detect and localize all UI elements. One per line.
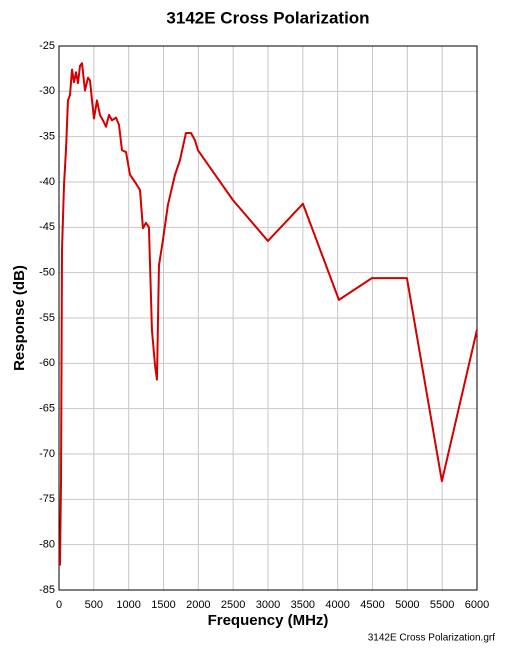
x-tick-label: 3500 [291, 599, 315, 611]
x-tick-label: 1000 [116, 599, 140, 611]
y-tick-label: -70 [39, 448, 55, 460]
plot-frame [58, 45, 478, 591]
x-tick-label: 4500 [360, 599, 384, 611]
x-axis-title: Frequency (MHz) [208, 612, 329, 629]
x-tick-label: 5500 [430, 599, 454, 611]
y-tick-label: -80 [39, 539, 55, 551]
x-tick-label: 2000 [186, 599, 210, 611]
y-tick-label: -25 [39, 40, 55, 52]
x-tick-label: 2500 [221, 599, 245, 611]
y-tick-label: -30 [39, 85, 55, 97]
y-tick-label: -40 [39, 176, 55, 188]
footnote: 3142E Cross Polarization.grf [368, 633, 496, 644]
x-tick-label: 5000 [395, 599, 419, 611]
y-tick-label: -60 [39, 357, 55, 369]
y-tick-label: -85 [39, 584, 55, 596]
chart-title: 3142E Cross Polarization [166, 8, 369, 27]
x-tick-label: 4000 [325, 599, 349, 611]
x-tick-label: 1500 [151, 599, 175, 611]
x-tick-label: 500 [85, 599, 103, 611]
y-tick-label: -50 [39, 267, 55, 279]
y-tick-label: -35 [39, 131, 55, 143]
y-tick-label: -55 [39, 312, 55, 324]
y-tick-label: -65 [39, 403, 55, 415]
data-line [58, 62, 478, 566]
x-tick-label: 0 [56, 599, 62, 611]
y-tick-label: -75 [39, 493, 55, 505]
y-tick-label: -45 [39, 221, 55, 233]
x-tick-label: 3000 [256, 599, 280, 611]
y-axis-title: Response (dB) [11, 265, 28, 371]
x-tick-label: 6000 [465, 599, 489, 611]
